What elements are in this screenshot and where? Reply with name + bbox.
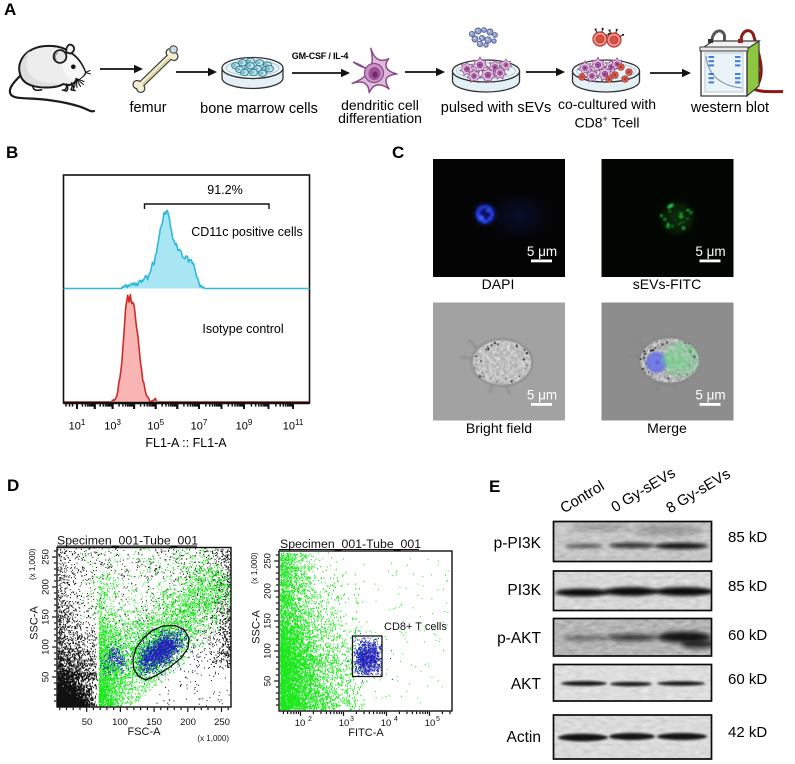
svg-text:250: 250 bbox=[214, 717, 230, 728]
svg-text:FSC-A: FSC-A bbox=[128, 726, 162, 738]
svg-text:5 μm: 5 μm bbox=[527, 244, 557, 259]
svg-text:200: 200 bbox=[41, 579, 52, 595]
svg-text:(x 1,000): (x 1,000) bbox=[250, 552, 259, 584]
svg-text:2: 2 bbox=[308, 716, 312, 723]
svg-text:(x 1,000): (x 1,000) bbox=[197, 734, 229, 743]
svg-text:10: 10 bbox=[381, 718, 392, 729]
svg-text:SSC-A: SSC-A bbox=[251, 610, 263, 644]
svg-text:150: 150 bbox=[146, 717, 162, 728]
svg-text:50: 50 bbox=[41, 672, 52, 683]
svg-text:10: 10 bbox=[295, 718, 306, 729]
svg-text:5 μm: 5 μm bbox=[695, 244, 725, 259]
svg-text:50: 50 bbox=[263, 676, 274, 687]
svg-text:50: 50 bbox=[82, 717, 93, 728]
svg-text:100: 100 bbox=[41, 639, 52, 655]
svg-text:150: 150 bbox=[263, 613, 274, 629]
svg-text:200: 200 bbox=[263, 583, 274, 599]
svg-text:Specimen_001-Tube_001: Specimen_001-Tube_001 bbox=[280, 537, 421, 551]
svg-text:5 μm: 5 μm bbox=[695, 388, 725, 403]
svg-text:10: 10 bbox=[339, 718, 350, 729]
svg-text:250: 250 bbox=[263, 553, 274, 569]
svg-text:Specimen_001-Tube_001: Specimen_001-Tube_001 bbox=[57, 534, 198, 548]
svg-text:5 μm: 5 μm bbox=[527, 388, 557, 403]
svg-text:(x 1,000): (x 1,000) bbox=[28, 548, 37, 580]
svg-text:100: 100 bbox=[263, 643, 274, 659]
svg-text:SSC-A: SSC-A bbox=[29, 606, 41, 640]
svg-text:10: 10 bbox=[425, 718, 436, 729]
svg-text:3: 3 bbox=[350, 716, 354, 723]
svg-text:200: 200 bbox=[180, 717, 196, 728]
svg-text:150: 150 bbox=[41, 609, 52, 625]
svg-text:250: 250 bbox=[41, 549, 52, 565]
svg-text:CD8+ T cells: CD8+ T cells bbox=[384, 621, 447, 633]
svg-text:4: 4 bbox=[394, 716, 398, 723]
svg-text:100: 100 bbox=[112, 717, 128, 728]
svg-text:5: 5 bbox=[436, 716, 440, 723]
svg-text:FITC-A: FITC-A bbox=[348, 727, 384, 739]
